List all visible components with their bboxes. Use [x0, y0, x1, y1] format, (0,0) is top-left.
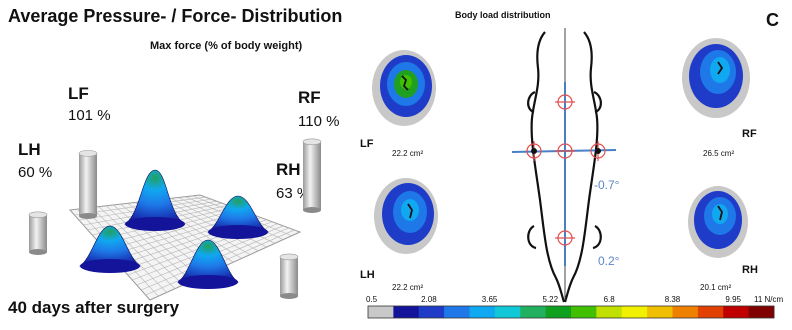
- mound-rf: [207, 195, 269, 239]
- bar-cylinder-lf: [78, 150, 98, 219]
- colorbar-swatch: [571, 306, 597, 318]
- colorbar-tick-label: 6.8: [603, 295, 615, 304]
- bar-cylinder-rh: [279, 253, 299, 299]
- colorbar-tick-label: 3.65: [481, 295, 498, 304]
- mound-lf: [123, 169, 186, 231]
- angle-label-hind: 0.2°: [598, 254, 620, 268]
- colorbar-swatch: [545, 306, 572, 318]
- colorbar-swatch: [469, 306, 496, 318]
- angle-label-front: -0.7°: [594, 178, 620, 192]
- colorbar-tick-label: 5.22: [542, 295, 559, 304]
- page-title: Average Pressure- / Force- Distribution: [8, 6, 343, 26]
- colorbar-swatch: [672, 306, 699, 318]
- bar-cylinder-rf: [302, 138, 322, 213]
- colorbar-swatch: [621, 306, 648, 318]
- colorbar: [367, 305, 775, 319]
- colorbar-tick-label: 11 N/cm: [754, 295, 784, 304]
- paw-label-lh: LH: [360, 269, 375, 281]
- paw-pressure-map: [367, 28, 775, 319]
- value-rf: 110 %: [298, 113, 340, 130]
- paw-label-rh: RH: [742, 264, 758, 276]
- colorbar-tick-label: 8.38: [664, 295, 681, 304]
- colorbar-swatch: [494, 306, 521, 318]
- colorbar-swatch: [748, 306, 775, 318]
- chart-subtitle: Max force (% of body weight): [150, 40, 303, 52]
- paw-area-lf: 22.2 cm²: [392, 149, 424, 158]
- bar-cylinder-lh: [28, 211, 48, 255]
- panel-letter: C: [766, 10, 779, 30]
- mound-lh: [79, 225, 141, 273]
- paw-rf: [682, 38, 750, 118]
- right-panel-title: Body load distribution: [455, 10, 551, 20]
- pressure-3d-chart: [28, 138, 322, 301]
- colorbar-swatch: [596, 306, 623, 318]
- paw-area-lh: 22.2 cm²: [392, 283, 424, 292]
- colorbar-swatch: [418, 306, 445, 318]
- value-lh: 60 %: [18, 164, 53, 181]
- paw-rh: [688, 186, 748, 258]
- paw-label-rf: RF: [742, 128, 757, 140]
- colorbar-tick-label: 2.08: [421, 295, 437, 304]
- mound-rh: [177, 239, 239, 289]
- value-rh: 63 %: [276, 185, 311, 202]
- value-lf: 101 %: [68, 107, 111, 124]
- colorbar-swatch: [723, 306, 750, 318]
- colorbar-swatch: [368, 306, 394, 318]
- paw-area-rf: 26.5 cm²: [703, 149, 735, 158]
- paw-area-rh: 20.1 cm²: [700, 283, 732, 292]
- paw-lh: [374, 178, 438, 254]
- label-lf: LF: [68, 84, 89, 103]
- colorbar-tick-label: 0.5: [366, 295, 378, 304]
- colorbar-tick-label: 9.95: [725, 295, 741, 304]
- colorbar-swatch: [697, 306, 724, 318]
- paw-label-lf: LF: [360, 138, 374, 150]
- label-rf: RF: [298, 88, 321, 107]
- colorbar-swatch: [393, 306, 420, 318]
- colorbar-swatch: [647, 306, 673, 318]
- label-lh: LH: [18, 140, 41, 159]
- label-rh: RH: [276, 160, 301, 179]
- colorbar-swatch: [520, 306, 547, 318]
- paw-lf: [372, 50, 436, 126]
- footer-caption: 40 days after surgery: [8, 298, 180, 317]
- colorbar-swatch: [444, 306, 470, 318]
